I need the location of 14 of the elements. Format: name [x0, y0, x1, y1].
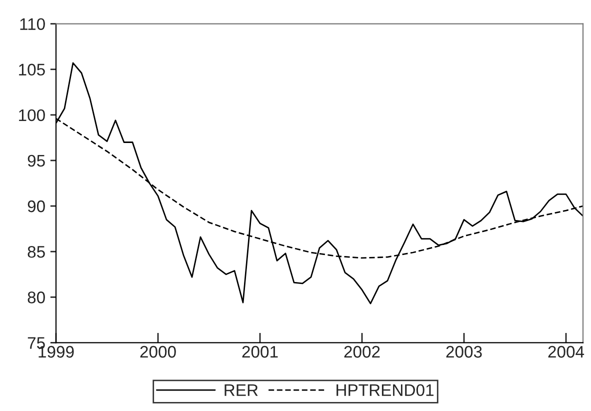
y-tick-label: 80	[28, 292, 45, 304]
x-tick-label: 2000	[140, 346, 176, 358]
x-tick-label: 2001	[242, 346, 278, 358]
y-tick-label: 110	[20, 18, 45, 30]
legend-label: HPTREND01	[336, 384, 434, 396]
y-tick-label: 100	[19, 109, 45, 122]
x-tick-label: 2003	[446, 346, 482, 358]
x-tick-label: 2002	[344, 346, 380, 358]
x-tick-label: 2004	[548, 346, 584, 358]
y-tick-label: 105	[19, 64, 45, 76]
y-tick-label: 90	[28, 200, 45, 212]
y-tick-label: 85	[28, 246, 45, 258]
legend-label: RER	[224, 384, 258, 396]
y-tick-label: 95	[28, 154, 45, 167]
